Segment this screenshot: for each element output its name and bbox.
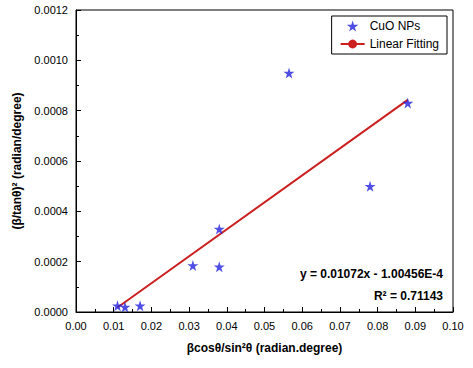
svg-text:0.08: 0.08: [367, 320, 388, 332]
svg-text:0.02: 0.02: [141, 320, 162, 332]
svg-text:0.10: 0.10: [442, 320, 463, 332]
svg-text:0.0004: 0.0004: [34, 205, 68, 217]
svg-text:0.0006: 0.0006: [34, 155, 68, 167]
svg-text:0.0012: 0.0012: [34, 4, 68, 16]
svg-text:(β/tanθ)² (radian/degree): (β/tanθ)² (radian/degree): [10, 92, 24, 229]
svg-text:0.06: 0.06: [291, 320, 312, 332]
svg-text:0.03: 0.03: [178, 320, 199, 332]
svg-text:0.01: 0.01: [103, 320, 124, 332]
svg-text:CuO NPs: CuO NPs: [370, 19, 421, 33]
svg-text:0.07: 0.07: [329, 320, 350, 332]
svg-text:R² = 0.71143: R² = 0.71143: [374, 289, 443, 303]
svg-text:0.09: 0.09: [405, 320, 426, 332]
svg-text:0.0000: 0.0000: [34, 306, 68, 318]
svg-text:0.05: 0.05: [254, 320, 275, 332]
svg-text:y = 0.01072x - 1.00456E-4: y = 0.01072x - 1.00456E-4: [300, 267, 443, 281]
svg-text:0.0008: 0.0008: [34, 105, 68, 117]
svg-text:0.0010: 0.0010: [34, 54, 68, 66]
svg-text:βcosθ/sin²θ (radian.degree): βcosθ/sin²θ (radian.degree): [187, 341, 343, 355]
svg-text:Linear Fitting: Linear Fitting: [370, 37, 439, 51]
svg-text:0.00: 0.00: [65, 320, 86, 332]
svg-text:0.04: 0.04: [216, 320, 237, 332]
svg-text:0.0002: 0.0002: [34, 256, 68, 268]
